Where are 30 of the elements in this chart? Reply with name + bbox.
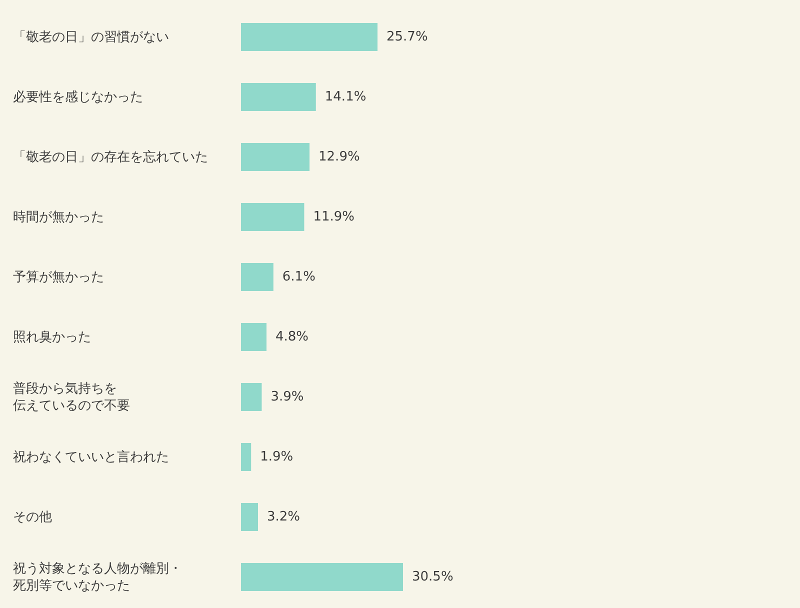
y-tick-label: その他 [13,510,52,524]
y-tick-label: 予算が無かった [13,270,104,284]
y-tick-label: 必要性を感じなかった [13,90,143,104]
y-tick-label: 祝う対象となる人物が離別・死別等でいなかった [13,560,182,593]
y-tick-label: 普段から気持ちを伝えているので不要 [13,380,130,413]
y-tick-label: 時間が無かった [13,210,104,224]
bar [241,503,258,531]
data-label: 3.2% [266,510,300,524]
bar [241,203,304,231]
y-tick-label: 祝わなくていいと言われた [13,448,169,464]
bar [241,563,403,591]
data-label: 30.5% [412,570,454,584]
data-label: 11.9% [313,210,355,224]
bar [241,23,378,51]
data-label: 6.1% [282,270,316,284]
data-label: 4.8% [275,330,309,344]
bar [241,83,316,111]
y-tick-label: 照れ臭かった [13,330,91,344]
bar [241,323,266,351]
bar [241,443,252,471]
bar [241,383,262,411]
data-label: 3.9% [270,390,304,404]
data-label: 12.9% [318,150,360,164]
y-tick-label: 「敬老の日」の習慣がない [13,30,169,44]
data-label: 25.7% [386,30,428,44]
data-label: 1.9% [260,450,294,464]
y-tick-label: 「敬老の日」の存在を忘れていた [13,148,208,164]
bar [241,143,310,171]
data-label: 14.1% [324,90,366,104]
bar [241,263,274,291]
